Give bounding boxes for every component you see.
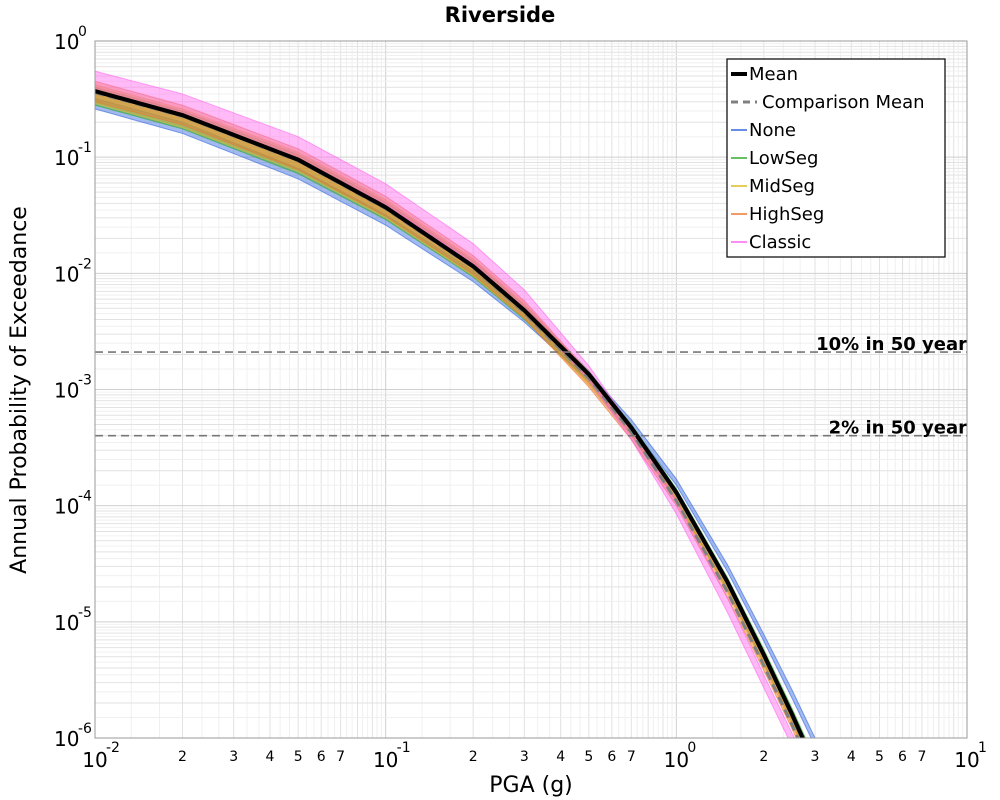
x-minor-tick-label: 2 <box>469 749 478 765</box>
x-minor-tick-label: 7 <box>627 749 636 765</box>
x-minor-tick-label: 5 <box>875 749 884 765</box>
series-band-none <box>95 97 816 738</box>
x-tick-exponent: -1 <box>397 740 411 756</box>
x-tick-label: 10 <box>82 748 107 772</box>
legend-label: Comparison Mean <box>762 92 925 113</box>
x-minor-tick-label: 6 <box>607 749 616 765</box>
y-tick-label: 10 <box>54 30 79 54</box>
y-tick-label: 10 <box>54 146 79 170</box>
legend-label: HighSeg <box>749 204 824 225</box>
series-band-highseg <box>95 80 804 738</box>
x-tick-exponent: 0 <box>687 740 696 756</box>
y-tick-exponent: -6 <box>78 721 92 737</box>
x-minor-tick-label: 4 <box>266 749 275 765</box>
legend-label: None <box>749 120 796 141</box>
x-minor-tick-label: 3 <box>811 749 820 765</box>
legend: Mean Comparison Mean None LowSeg MidSeg HighS… <box>726 58 946 258</box>
y-tick-exponent: 0 <box>78 24 87 40</box>
y-tick-exponent: -3 <box>78 373 92 389</box>
x-minor-tick-label: 6 <box>317 749 326 765</box>
reference-label: 10% in 50 year <box>816 334 967 355</box>
x-tick-exponent: -2 <box>106 740 120 756</box>
y-tick-exponent: -2 <box>78 256 92 272</box>
reference-lines: 10% in 50 year 2% in 50 year <box>95 334 967 439</box>
x-tick-label: 10 <box>954 748 979 772</box>
legend-label: Mean <box>749 64 798 85</box>
legend-box <box>726 58 946 258</box>
y-tick-label: 10 <box>54 611 79 635</box>
x-minor-tick-label: 7 <box>918 749 927 765</box>
x-minor-tick-label: 5 <box>584 749 593 765</box>
x-minor-tick-label: 2 <box>178 749 187 765</box>
plot-frame <box>94 40 968 739</box>
series-layer <box>95 70 816 738</box>
x-axis-label: PGA (g) <box>489 773 573 798</box>
x-minor-tick-label: 2 <box>759 749 768 765</box>
y-axis-label: Annual Probability of Exceedance <box>7 206 32 574</box>
y-tick-exponent: -1 <box>78 140 92 156</box>
x-minor-tick-label: 5 <box>294 749 303 765</box>
legend-label: MidSeg <box>749 176 815 197</box>
series-band-classic <box>95 70 796 738</box>
reference-label: 2% in 50 year <box>829 418 967 439</box>
x-minor-tick-label: 4 <box>847 749 856 765</box>
x-tick-exponent: 1 <box>978 740 987 756</box>
y-tick-label: 10 <box>54 262 79 286</box>
x-minor-tick-label: 7 <box>336 749 345 765</box>
x-minor-tick-label: 3 <box>229 749 238 765</box>
y-tick-exponent: -4 <box>78 489 92 505</box>
series-band-midseg <box>95 84 805 738</box>
series-line-mean-top <box>95 89 805 738</box>
y-tick-exponent: -5 <box>78 605 92 621</box>
x-tick-label: 10 <box>664 748 689 772</box>
x-tick-label: 10 <box>373 748 398 772</box>
y-tick-label: 10 <box>54 379 79 403</box>
x-minor-tick-label: 6 <box>898 749 907 765</box>
y-tick-label: 10 <box>54 727 79 751</box>
x-minor-tick-label: 3 <box>520 749 529 765</box>
chart-title: Riverside <box>445 3 556 27</box>
y-tick-label: 10 <box>54 495 79 519</box>
series-band-lowseg <box>95 86 807 738</box>
legend-label: LowSeg <box>749 148 818 169</box>
legend-label: Classic <box>749 232 811 253</box>
x-minor-tick-label: 4 <box>556 749 565 765</box>
